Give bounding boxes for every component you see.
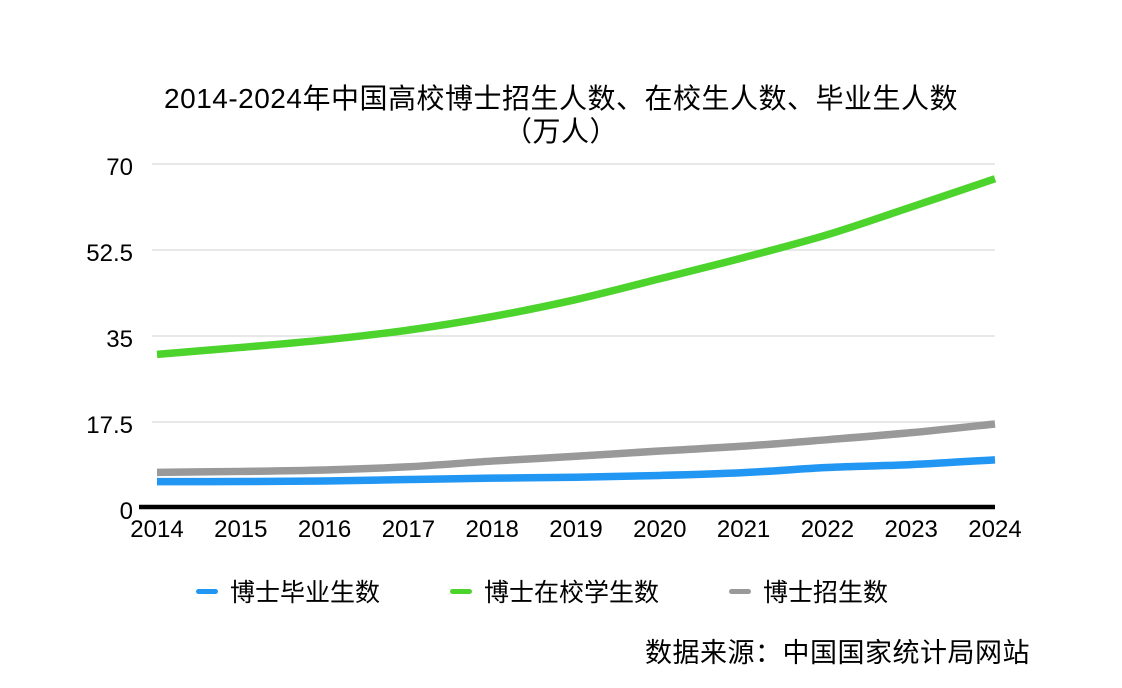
series-line bbox=[156, 420, 996, 477]
x-tick-label: 2017 bbox=[382, 516, 435, 543]
x-tick-label: 2024 bbox=[968, 516, 1021, 543]
y-tick-label: 52.5 bbox=[86, 240, 133, 267]
x-tick-label: 2023 bbox=[885, 516, 938, 543]
legend-item: 博士招生数 bbox=[729, 573, 888, 609]
y-tick-label: 17.5 bbox=[86, 412, 133, 439]
legend-swatch-icon bbox=[729, 588, 752, 594]
series-line bbox=[156, 175, 997, 359]
x-tick-label: 2019 bbox=[549, 516, 602, 543]
legend-label: 博士毕业生数 bbox=[230, 579, 381, 607]
legend-item: 博士在校学生数 bbox=[450, 573, 659, 609]
y-tick-label: 70 bbox=[106, 154, 133, 181]
x-tick-label: 2022 bbox=[801, 516, 854, 543]
x-tick-label: 2015 bbox=[214, 516, 267, 543]
chart-title-block: 2014-2024年中国高校博士招生人数、在校生人数、毕业生人数 （万人） bbox=[0, 82, 1122, 148]
y-tick-label: 35 bbox=[106, 326, 133, 353]
x-tick-label: 2020 bbox=[633, 516, 686, 543]
legend-label: 博士在校学生数 bbox=[484, 579, 660, 607]
legend-label: 博士招生数 bbox=[763, 579, 889, 607]
y-tick-label: 0 bbox=[120, 498, 133, 525]
x-tick-label: 2016 bbox=[298, 516, 351, 543]
source-note: 数据来源：中国国家统计局网站 bbox=[645, 638, 1030, 668]
legend-swatch-icon bbox=[450, 588, 473, 594]
legend-item: 博士毕业生数 bbox=[196, 573, 380, 609]
x-tick-label: 2014 bbox=[130, 516, 183, 543]
legend-swatch-icon bbox=[196, 588, 218, 594]
chart-subtitle: （万人） bbox=[503, 116, 618, 147]
chart-title: 2014-2024年中国高校博士招生人数、在校生人数、毕业生人数 bbox=[164, 83, 958, 114]
chart-legend: 博士毕业生数 博士在校学生数 博士招生数 bbox=[196, 573, 888, 609]
x-tick-label: 2021 bbox=[717, 516, 770, 543]
series-line bbox=[156, 456, 996, 486]
x-tick-label: 2018 bbox=[466, 516, 519, 543]
